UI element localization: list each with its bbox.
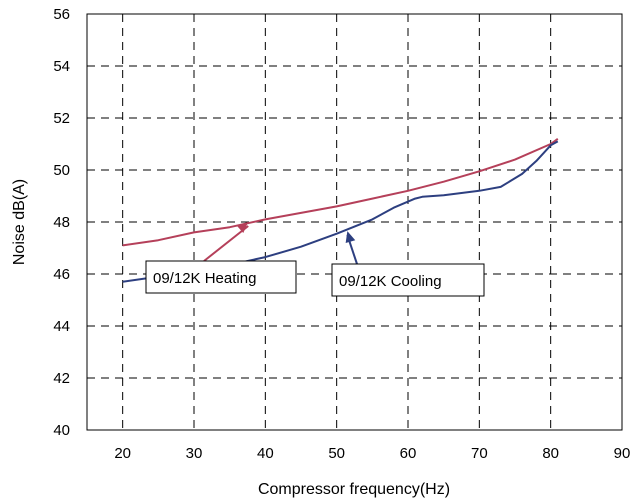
y-tick-label: 50 xyxy=(53,162,70,179)
annotations: 09/12K Heating 09/12K Cooling xyxy=(145,222,485,297)
y-tick-label: 44 xyxy=(53,318,70,335)
tick-labels: 20 30 40 50 60 70 80 90 40 42 44 46 48 50 52 54 56 xyxy=(53,6,630,462)
y-tick-label: 40 xyxy=(53,422,70,439)
x-tick-label: 40 xyxy=(257,445,274,462)
y-tick-label: 42 xyxy=(53,370,70,387)
x-axis-label: Compressor frequency(Hz) xyxy=(258,481,450,498)
x-tick-label: 70 xyxy=(471,445,488,462)
series-line-0 xyxy=(122,137,559,247)
annotation-label-1: 09/12K Cooling xyxy=(339,273,442,290)
x-tick-label: 60 xyxy=(400,445,417,462)
y-tick-label: 56 xyxy=(53,6,70,23)
x-tick-label: 30 xyxy=(186,445,203,462)
annotation-box-1 xyxy=(331,263,485,297)
y-tick-label: 54 xyxy=(53,58,70,75)
y-tick-label: 52 xyxy=(53,110,70,127)
x-tick-label: 80 xyxy=(542,445,559,462)
y-tick-label: 48 xyxy=(53,214,70,231)
annotation-label-0: 09/12K Heating xyxy=(153,270,256,287)
x-tick-label: 20 xyxy=(114,445,131,462)
x-tick-label: 50 xyxy=(328,445,345,462)
annotation-arrowhead-0 xyxy=(236,222,249,234)
annotation-box-0 xyxy=(145,260,297,294)
annotation-arrowhead-1 xyxy=(345,231,356,244)
x-tick-label: 90 xyxy=(614,445,631,462)
y-axis-label: Noise dB(A) xyxy=(11,179,28,265)
annotation-arrow-0 xyxy=(203,225,249,262)
y-tick-label: 46 xyxy=(53,266,70,283)
